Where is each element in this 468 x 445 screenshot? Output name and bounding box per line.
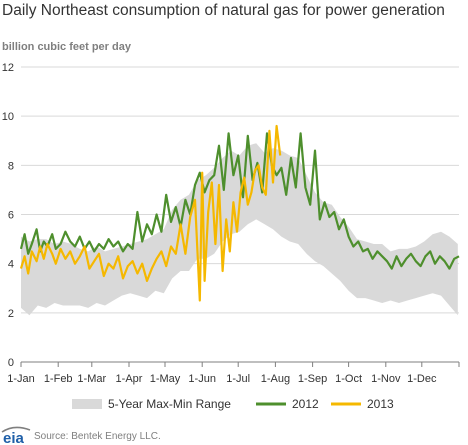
x-tick-label: 1-Mar bbox=[77, 373, 106, 385]
y-axis-label: billion cubic feet per day bbox=[2, 41, 131, 53]
y-tick-label: 0 bbox=[8, 357, 14, 369]
eia-logo: eia bbox=[1, 426, 31, 445]
x-tick-label: 1-Jul bbox=[226, 373, 250, 385]
series-line-2012 bbox=[19, 132, 460, 270]
x-tick-label: 1-Jan bbox=[7, 373, 35, 385]
x-tick-label: 1-Sep bbox=[298, 373, 327, 385]
axes: 0 2 4 6 8 10 12 1-Jan 1-Feb 1-Mar 1-Apr 1-May 1-Jun 1… bbox=[2, 62, 460, 385]
legend-label: 2013 bbox=[367, 397, 394, 411]
legend-label: 2012 bbox=[292, 397, 319, 411]
y-tick-label: 6 bbox=[8, 210, 14, 222]
legend: 5-Year Max-Min Range 2012 2013 bbox=[72, 397, 394, 411]
source-note: Source: Bentek Energy LLC. bbox=[34, 431, 161, 442]
x-tick-label: 1-Oct bbox=[335, 373, 362, 385]
x-tick-label: 1-Apr bbox=[116, 373, 143, 385]
x-tick-label: 1-Jun bbox=[188, 373, 216, 385]
series-line-layer bbox=[19, 124, 460, 302]
y-tick-label: 8 bbox=[8, 160, 14, 172]
range-band-area bbox=[21, 143, 458, 316]
legend-swatch-band bbox=[72, 399, 102, 409]
range-band-layer bbox=[21, 143, 458, 316]
logo-wordmark: eia bbox=[3, 430, 25, 445]
y-tick-label: 12 bbox=[2, 62, 14, 74]
x-tick-label: 1-Nov bbox=[371, 373, 401, 385]
y-tick-label: 2 bbox=[8, 308, 14, 320]
x-tick-label: 1-May bbox=[150, 373, 181, 385]
series-line-2013 bbox=[19, 124, 282, 302]
y-tick-label: 10 bbox=[2, 111, 14, 123]
x-tick-label: 1-Dec bbox=[407, 373, 437, 385]
y-tick-label: 4 bbox=[8, 259, 14, 271]
x-tick-label: 1-Feb bbox=[44, 373, 73, 385]
x-tick-label: 1-Aug bbox=[261, 373, 290, 385]
chart-title: Daily Northeast consumption of natural g… bbox=[2, 2, 445, 19]
legend-label: 5-Year Max-Min Range bbox=[108, 397, 231, 411]
logo-swoosh-icon bbox=[1, 426, 31, 433]
